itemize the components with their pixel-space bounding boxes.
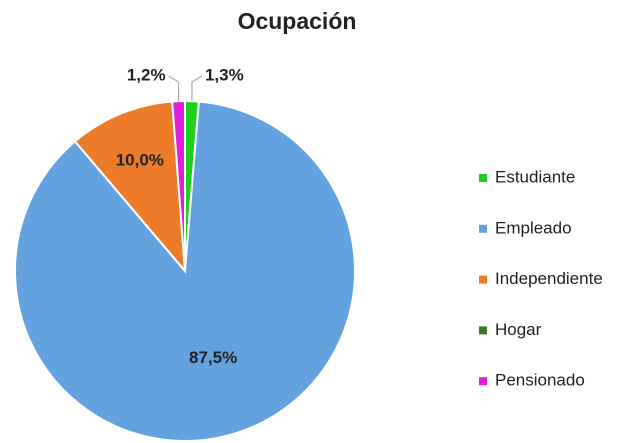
legend-label: Hogar: [495, 320, 542, 339]
data-label: 1,3%: [205, 65, 244, 84]
data-label: 1,2%: [127, 65, 166, 84]
data-label: 10,0%: [116, 150, 164, 169]
legend-swatch: [479, 275, 487, 284]
legend-label: Independiente: [495, 269, 603, 288]
chart-title: Ocupación: [238, 8, 357, 34]
legend-swatch: [479, 326, 487, 335]
legend-swatch: [479, 377, 487, 386]
legend-label: Estudiante: [495, 167, 575, 186]
legend-label: Pensionado: [495, 371, 585, 390]
pie-slice: [73, 100, 187, 274]
leader-line: [191, 75, 203, 102]
leader-line: [168, 75, 180, 102]
legend-label: Empleado: [495, 218, 572, 237]
legend-swatch: [479, 224, 487, 233]
legend-swatch: [479, 174, 487, 182]
data-label: 87,5%: [189, 348, 237, 367]
